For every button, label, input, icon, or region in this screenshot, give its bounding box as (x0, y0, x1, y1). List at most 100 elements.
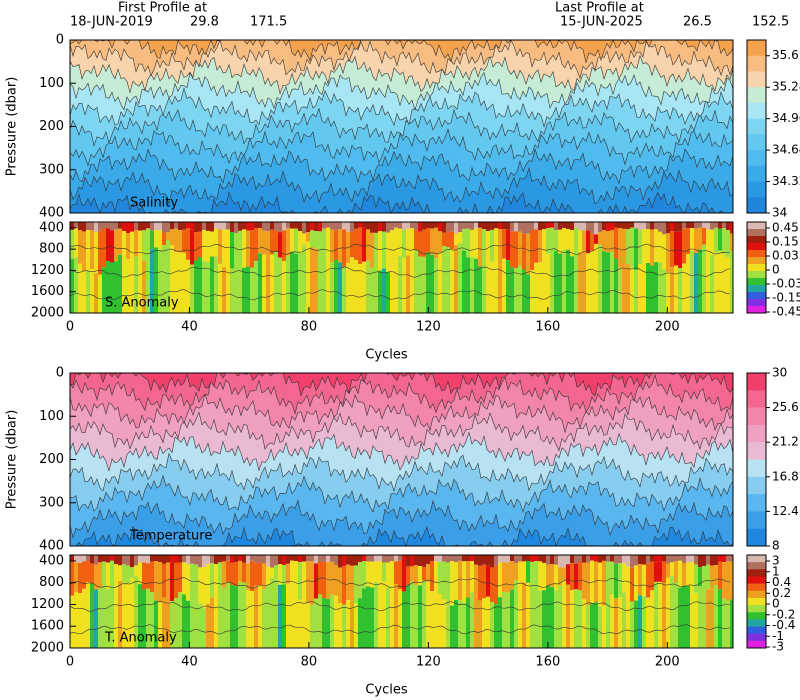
field-cell (526, 555, 530, 562)
y-tick-label: 800 (39, 242, 64, 257)
field-cell (602, 560, 606, 606)
field-cell (646, 222, 650, 230)
colorbar-tick-label: 25.6 (772, 400, 799, 414)
field-cell (590, 250, 594, 313)
field-cell (662, 269, 666, 313)
field-cell (722, 598, 726, 648)
field-cell (506, 260, 510, 313)
field-cell (74, 555, 78, 563)
contour-line (69, 289, 731, 301)
field-cell (158, 230, 162, 250)
field-cell (498, 222, 502, 230)
field-cell (714, 555, 718, 566)
field-cell (246, 555, 250, 564)
field-cell (398, 555, 402, 561)
field-cell (286, 222, 290, 228)
field-cell (462, 561, 466, 603)
field-cell (674, 265, 678, 313)
field-cell (494, 222, 498, 229)
field-cell (262, 588, 266, 648)
colorbar-frame (746, 554, 767, 649)
field-cell (230, 232, 234, 269)
field-cell (518, 222, 522, 232)
field-cell (162, 232, 166, 246)
field-cell (150, 222, 154, 231)
field-cell (458, 560, 462, 601)
field-cell (186, 564, 190, 601)
field-cell (394, 261, 398, 313)
field-cell (94, 564, 98, 590)
field-cell (350, 231, 354, 258)
field-cell (430, 222, 434, 229)
colorbar-tick-label: 34.32 (772, 174, 800, 188)
field-cell (126, 583, 130, 648)
field-cell (302, 555, 306, 562)
field-cell (582, 555, 586, 563)
last-lat: 26.5 (683, 15, 712, 30)
colorbar-tick-label: -0.45 (772, 305, 800, 319)
field-cell (594, 234, 598, 244)
field-cell (214, 222, 218, 229)
field-cell (246, 230, 250, 267)
field-cell (322, 561, 326, 599)
field-cell (706, 248, 710, 313)
field-cell (730, 555, 733, 562)
field-cell (370, 222, 374, 233)
field-cell (486, 555, 490, 566)
field-cell (254, 222, 258, 228)
field-cell (162, 563, 166, 598)
field-cell (150, 555, 154, 562)
field-cell (358, 264, 362, 313)
field-cell (130, 231, 134, 261)
field-cell (154, 561, 158, 601)
field-cell (658, 581, 662, 648)
field-cell (458, 222, 462, 233)
field-cell (662, 222, 666, 235)
field-cell (702, 555, 706, 567)
colorbar-tick-label: 0.45 (772, 221, 799, 235)
field-cell (602, 555, 606, 561)
field-cell (466, 561, 470, 598)
y-tick-label: 200 (39, 119, 64, 134)
colorbar-swatch (747, 181, 766, 198)
field-cell (90, 583, 94, 648)
x-axis-label: Cycles (365, 348, 408, 363)
field-cell (634, 228, 638, 271)
field-cell (718, 222, 722, 229)
colorbar-swatch (747, 236, 766, 244)
field-cell (182, 229, 186, 253)
field-cell (146, 228, 150, 258)
field-cell (78, 555, 82, 564)
field-cell (418, 566, 422, 586)
field-cell (666, 577, 670, 648)
colorbar-tick-label: 0 (772, 263, 780, 277)
field-cell (406, 228, 410, 256)
field-cell (238, 274, 242, 313)
field-cell (526, 582, 530, 648)
field-cell (238, 560, 242, 582)
field-cell (150, 249, 154, 313)
field-cell (598, 244, 602, 313)
field-cell (90, 230, 94, 270)
field-cell (434, 258, 438, 313)
field-cell (182, 252, 186, 313)
colorbar-swatch (747, 511, 766, 529)
field-cell (622, 222, 626, 229)
field-cell (698, 227, 702, 250)
field-cell (710, 229, 714, 255)
field-cell (630, 601, 634, 648)
field-cell (586, 230, 590, 254)
field-cell (322, 555, 326, 562)
field-cell (170, 222, 174, 230)
field-cell (242, 267, 246, 313)
field-cell (134, 256, 138, 313)
field-cell (222, 267, 226, 313)
field-cell (122, 555, 126, 565)
field-cell (470, 222, 474, 230)
field-cell (698, 567, 702, 587)
field-cell (166, 555, 170, 563)
field-cell (626, 594, 630, 648)
field-cell (106, 589, 110, 648)
field-cell (230, 555, 234, 563)
field-cell (558, 253, 562, 313)
